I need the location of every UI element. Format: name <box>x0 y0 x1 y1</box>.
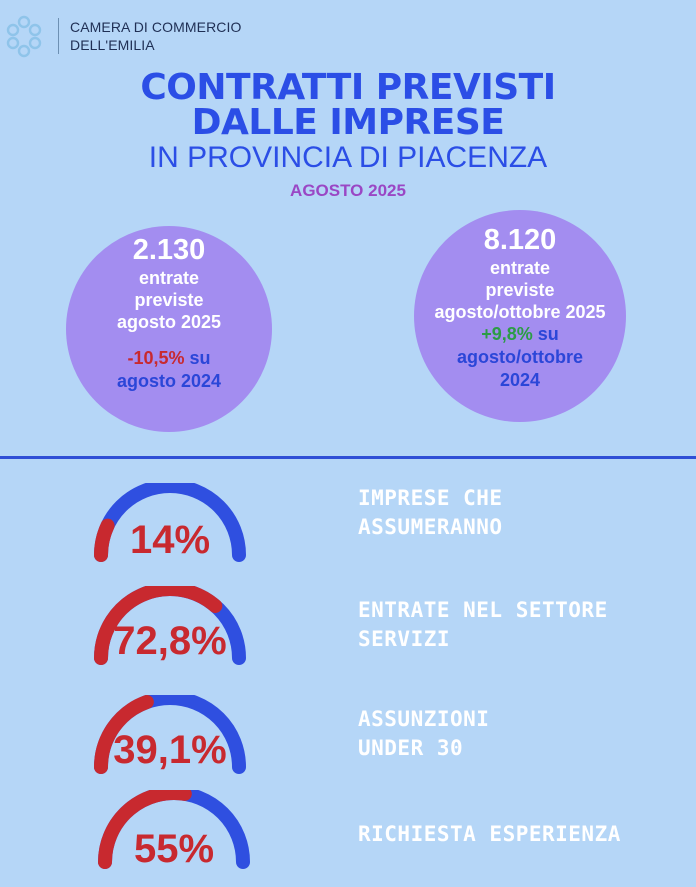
period-label: AGOSTO 2025 <box>290 181 406 200</box>
gauge-value: 55% <box>134 827 214 871</box>
gauge-label-line: ASSUNZIONI <box>358 707 490 731</box>
title-line1: CONTRATTI PREVISTI <box>140 67 556 108</box>
stat-delta-text: su <box>532 324 559 344</box>
stat-number: 8.120 <box>483 224 557 256</box>
organization-name-line1: CAMERA DI COMMERCIO <box>70 19 242 35</box>
stat-delta-line: agosto 2024 <box>116 371 222 391</box>
gauge-esperienza: 55% <box>98 790 250 871</box>
gauge-servizi: 72,8% <box>94 586 246 665</box>
stat-delta: +9,8% su <box>414 323 626 346</box>
stat-delta-value: -10,5% <box>127 348 185 368</box>
gauge-label-line: ASSUMERANNO <box>358 515 503 539</box>
stat-line: agosto 2025 <box>116 312 222 332</box>
gauge-label-under30: ASSUNZIONI UNDER 30 <box>358 705 489 763</box>
chamber-logo-icon <box>6 15 42 58</box>
stat-line: previste <box>134 290 204 310</box>
gauge-fill <box>98 790 192 869</box>
gauge-value: 14% <box>130 518 210 562</box>
stat-circle-august: 2.130 entrate previste agosto 2025 -10,5… <box>66 226 272 432</box>
gauge-label-line: RICHIESTA ESPERIENZA <box>358 822 621 846</box>
stat-delta-text: su <box>184 348 211 368</box>
gauge-label-line: ENTRATE NEL SETTORE <box>358 598 608 622</box>
section-divider <box>0 456 696 459</box>
stat-line: previste <box>485 280 555 300</box>
stat-line: entrate <box>138 268 200 288</box>
stat-circle-quarter: 8.120 entrate previste agosto/ottobre 20… <box>414 210 626 422</box>
stat-number: 2.130 <box>132 234 206 266</box>
stat-delta: -10,5% su <box>66 347 272 370</box>
gauge-fill <box>94 586 223 665</box>
stat-line: entrate <box>489 258 551 278</box>
gauge-label-line: SERVIZI <box>358 627 451 651</box>
title-line2: DALLE IMPRESE <box>191 102 505 143</box>
gauge-imprese: 14% <box>94 483 246 562</box>
stat-delta-line: 2024 <box>499 370 541 390</box>
organization-name: CAMERA DI COMMERCIO DELL'EMILIA <box>70 18 241 54</box>
gauge-label-imprese: IMPRESE CHE ASSUMERANNO <box>358 484 503 542</box>
gauge-fill <box>94 518 115 562</box>
organization-name-line2: DELL'EMILIA <box>70 37 155 53</box>
gauge-label-esperienza: RICHIESTA ESPERIENZA <box>358 820 621 849</box>
gauge-under30: 39,1% <box>94 695 246 774</box>
gauge-fill <box>94 695 154 774</box>
gauge-label-servizi: ENTRATE NEL SETTORE SERVIZI <box>358 596 608 654</box>
gauge-label-line: UNDER 30 <box>358 736 464 760</box>
stat-delta-line: agosto/ottobre <box>457 347 583 367</box>
header: CAMERA DI COMMERCIO DELL'EMILIA <box>0 0 696 64</box>
title-subtitle: IN PROVINCIA DI PIACENZA <box>148 141 548 174</box>
stat-line: agosto/ottobre 2025 <box>434 302 606 322</box>
gauge-label-line: IMPRESE CHE <box>358 486 503 510</box>
gauge-value: 72,8% <box>113 619 226 663</box>
gauge-value: 39,1% <box>113 728 226 772</box>
stat-delta-value: +9,8% <box>481 324 533 344</box>
header-divider <box>58 18 59 54</box>
